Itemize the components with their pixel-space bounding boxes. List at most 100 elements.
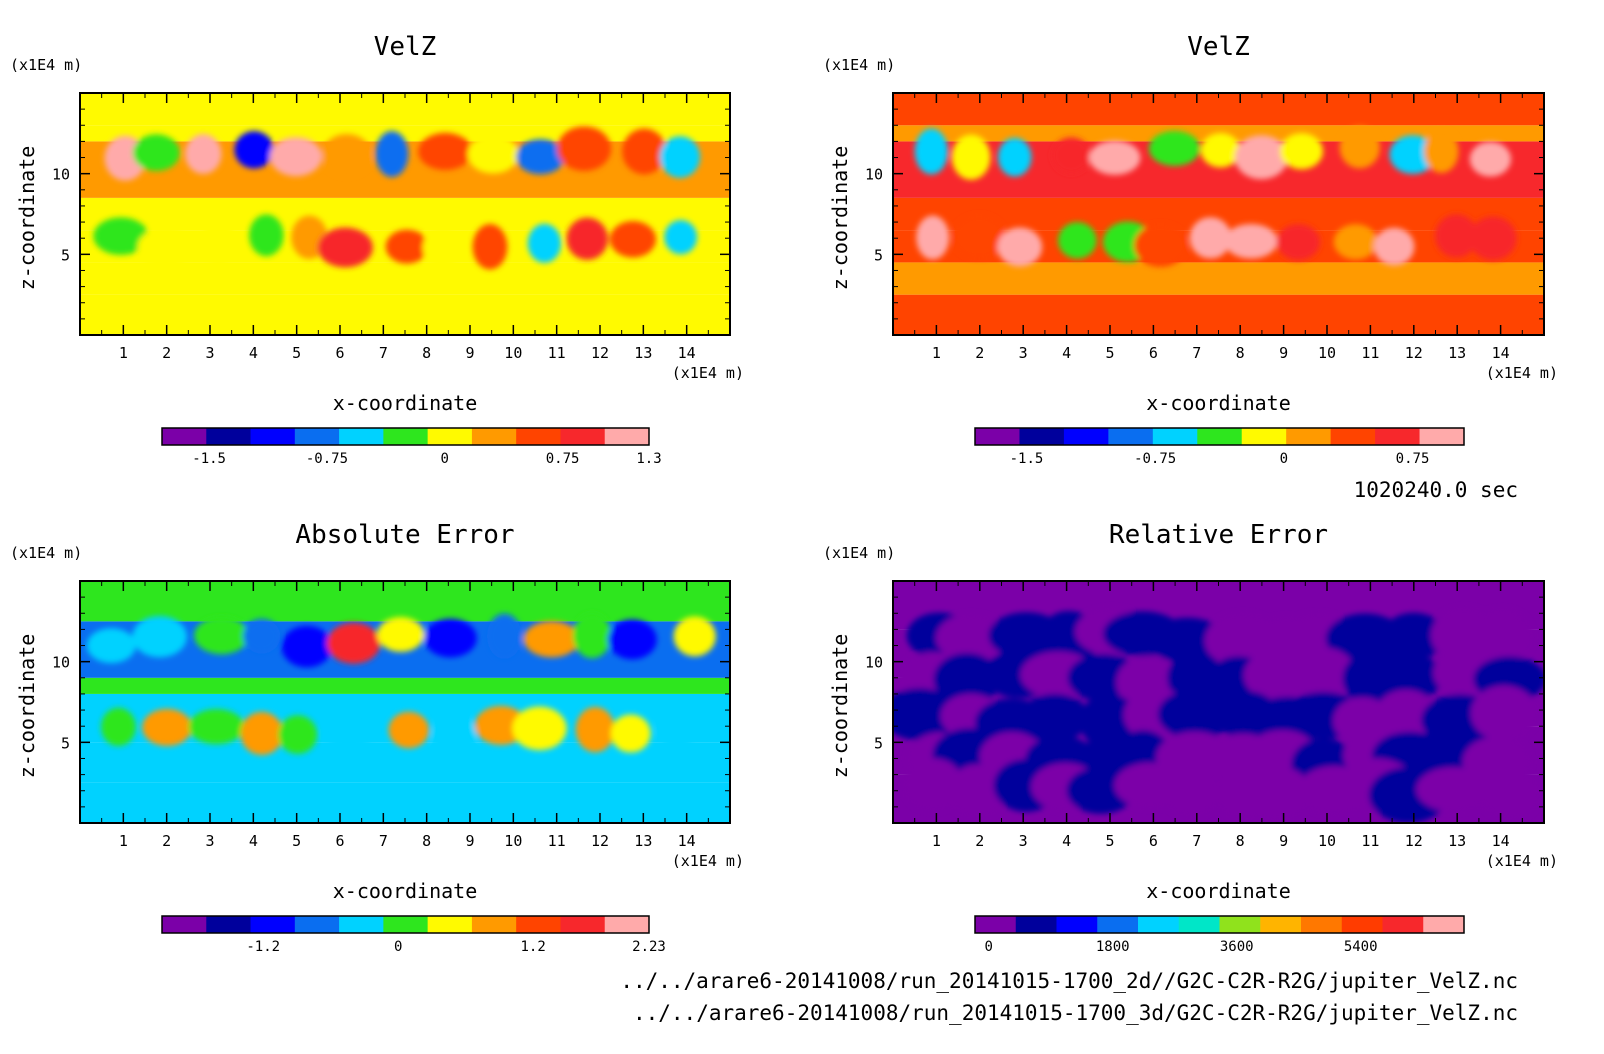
x-tick-label: 6 [1149,344,1158,362]
contour-blob [610,714,651,753]
colorbar-swatch [604,916,650,933]
colorbar-tick-label: 3600 [1220,939,1254,955]
colorbar-tick-label: -1.2 [246,939,280,955]
y-tick-label: 5 [61,734,70,752]
x-tick-label: 10 [504,832,522,850]
contour-band [80,677,730,694]
y-tick-label: 5 [61,246,70,264]
contour-blob [432,713,476,759]
contour-band [893,262,1544,295]
contour-blob [93,217,149,256]
contour-blob [1089,140,1141,175]
contour-blob [243,618,281,654]
contour-blob [1424,130,1459,173]
colorbar: -1.5 -0.75 0 0.75 [974,427,1465,467]
colorbar-swatch [1286,428,1332,445]
colorbar-swatch [1138,916,1180,933]
colorbar-swatch [1108,428,1154,445]
y-tick-label: 5 [874,734,883,752]
contour-blob [903,758,964,811]
contour-blob [1189,217,1232,259]
x-tick-label: 11 [548,344,566,362]
x-tick-label: 10 [1318,832,1336,850]
colorbar-tick-label: -1.5 [192,451,226,467]
x-tick-label: 8 [1236,344,1245,362]
y-axis-label: z-coordinate [828,634,852,779]
contour-blob [997,137,1032,177]
contour-cells [86,613,716,759]
colorbar-swatch [1152,428,1198,445]
contour-blob [101,707,136,747]
contour-blob [1470,685,1538,742]
x-tick-label: 5 [1105,344,1114,362]
contour-blob [1243,650,1309,701]
contour-blob [1382,612,1446,660]
panel-title: Relative Error [1109,520,1328,550]
panel-title: VelZ [374,32,437,62]
contour-blob [1200,133,1241,168]
x-tick-label: 1 [119,344,128,362]
x-tick-label: 9 [465,344,474,362]
contour-blob [185,134,222,175]
colorbar-swatch [471,428,517,445]
x-tick-label: 1 [932,344,941,362]
colorbar-tick-label: 5400 [1344,939,1378,955]
contour-blob [1325,613,1405,663]
contour-blob [572,613,612,659]
colorbar-tick-label: 1.2 [521,939,546,955]
contour-blob [137,227,193,267]
colorbar-frame [161,427,650,446]
x-tick-label: 4 [1062,832,1071,850]
x-tick-label: 14 [1492,832,1510,850]
x-tick-label: 8 [422,344,431,362]
contour-band [80,262,730,295]
x-tick-label: 13 [634,832,652,850]
x-tick-label: 4 [249,832,258,850]
colorbar-frame [974,915,1465,934]
colorbar-swatch [1301,916,1343,933]
colorbar-swatch [1019,428,1065,445]
colorbar-swatch [604,428,650,445]
contour-blob [1243,766,1312,821]
contour-blob [951,134,991,180]
file-path-2d: ../../arare6-20141008/run_20141015-1700_… [620,969,1518,993]
contour-blob [1416,767,1492,812]
colorbar-swatch [339,916,384,933]
plot-area [893,93,1544,335]
colorbar-swatch [339,428,384,445]
contour-blob [385,229,429,264]
colorbar-swatch [1097,916,1139,933]
x-axis-label: x-coordinate [333,879,478,903]
x-tick-label: 11 [1361,344,1379,362]
y-unit-label: (x1E4 m) [10,56,82,74]
plot-area [80,93,730,335]
y-axis-label: z-coordinate [15,634,39,779]
panel-2: VelZ(x1E4 m)1 2 3 4 5 6 7 8 9 10 11 12 13 14510(x1E4 … [823,32,1558,467]
x-tick-label: 7 [379,344,388,362]
contour-blob [269,137,322,177]
x-tick-label: 6 [335,344,344,362]
contour-blob [1479,768,1541,820]
colorbar-swatch [1219,916,1261,933]
y-tick-label: 10 [52,654,70,672]
x-tick-label: 4 [1062,344,1071,362]
colorbar-frame [974,427,1465,446]
colorbar-swatch [975,916,1017,933]
contour-blob [566,217,609,260]
colorbar-swatch [1330,428,1376,445]
colorbar-swatch [206,428,252,445]
contour-blob [1058,222,1097,259]
colorbar-tick-label: 1800 [1096,939,1130,955]
contour-blob [893,688,959,741]
contour-band [893,294,1544,335]
contour-blob [281,625,333,668]
colorbar-swatch [294,428,340,445]
x-tick-label: 12 [1405,832,1423,850]
contour-blob [575,707,615,753]
colorbar-swatch [1241,428,1287,445]
y-tick-label: 10 [865,166,883,184]
contour-blob [673,616,716,657]
colorbar-swatch [1063,428,1109,445]
x-tick-label: 8 [422,832,431,850]
y-tick-label: 5 [874,246,883,264]
